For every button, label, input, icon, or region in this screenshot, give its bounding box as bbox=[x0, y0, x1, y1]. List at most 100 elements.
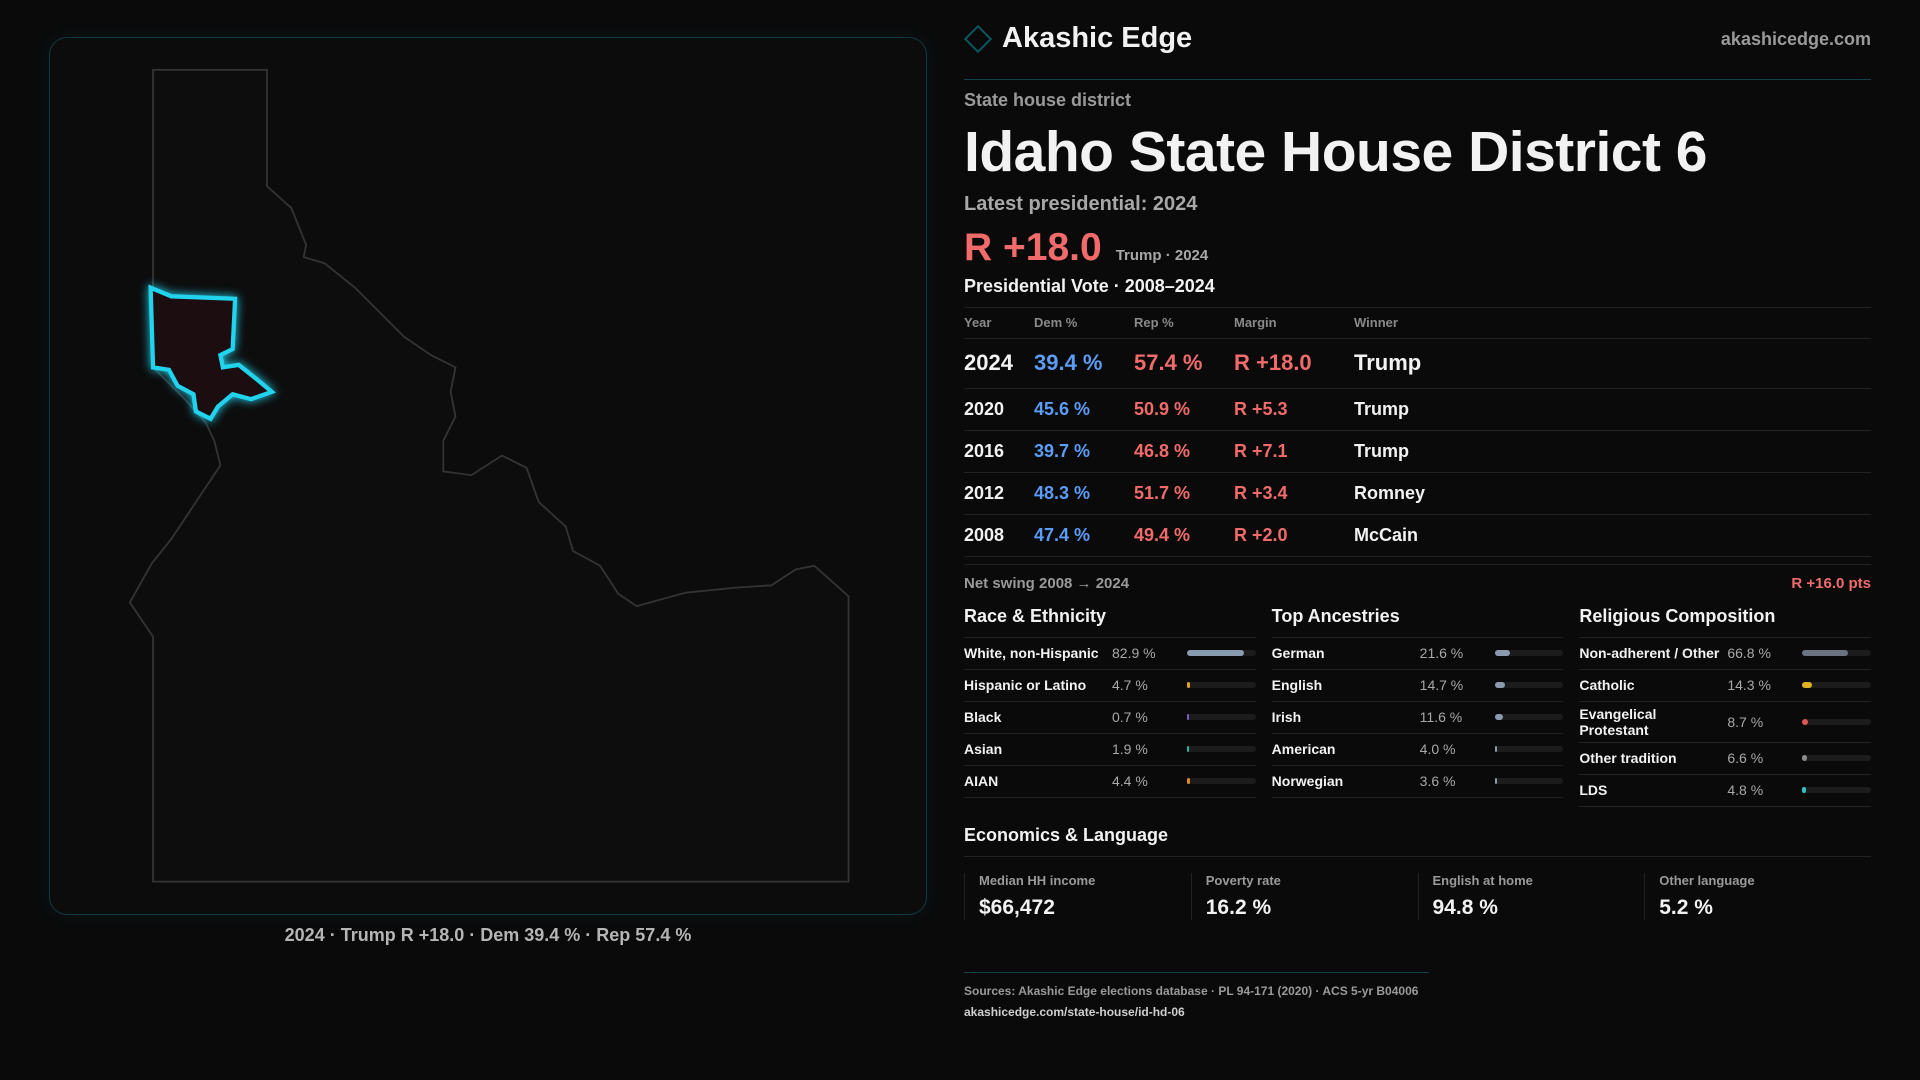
stat-label: Other language bbox=[1659, 872, 1755, 888]
religion-title: Religious Composition bbox=[1579, 606, 1872, 638]
item-bar-track bbox=[1494, 746, 1564, 752]
list-item: Irish 11.6 % bbox=[1271, 702, 1564, 734]
item-bar-track bbox=[1494, 682, 1564, 688]
net-swing: Net swing 2008 → 2024 R +16.0 pts bbox=[964, 563, 1871, 592]
econ-title: Economics & Language bbox=[964, 825, 1871, 857]
item-label: Non-adherent / Other bbox=[1579, 645, 1720, 661]
cell-dem: 48.3 % bbox=[1034, 472, 1134, 515]
cell-winner: Romney bbox=[1354, 472, 1871, 515]
item-bar-fill bbox=[1494, 714, 1503, 720]
brand[interactable]: Akashic Edge bbox=[963, 22, 1193, 55]
table-row: 2024 39.4 % 57.4 % R +18.0 Trump bbox=[964, 338, 1871, 389]
item-bar-fill bbox=[1802, 650, 1849, 656]
footer: Sources: Akashic Edge elections database… bbox=[964, 971, 1429, 1023]
cell-margin: R +7.1 bbox=[1234, 430, 1354, 473]
table-row: 2008 47.4 % 49.4 % R +2.0 McCain bbox=[964, 514, 1871, 557]
item-label: English bbox=[1271, 677, 1323, 693]
item-label: German bbox=[1271, 645, 1325, 661]
item-bar-fill bbox=[1802, 718, 1809, 725]
presidential-vote-table: Year Dem % Rep % Margin Winner 2024 39.4 … bbox=[964, 308, 1871, 557]
item-pct: 14.7 % bbox=[1419, 677, 1464, 693]
brand-name: Akashic Edge bbox=[1002, 22, 1193, 54]
item-bar-fill bbox=[1187, 714, 1189, 720]
stat-card: English at home 94.8 % bbox=[1417, 872, 1645, 920]
item-pct: 66.8 % bbox=[1727, 645, 1771, 661]
list-item: American 4.0 % bbox=[1271, 734, 1564, 766]
item-bar-fill bbox=[1187, 746, 1189, 752]
cell-rep: 49.4 % bbox=[1134, 514, 1234, 557]
stat-label: Poverty rate bbox=[1205, 872, 1281, 888]
item-pct: 82.9 % bbox=[1112, 645, 1156, 661]
stat-label: Median HH income bbox=[979, 872, 1096, 888]
table-row: 2020 45.6 % 50.9 % R +5.3 Trump bbox=[964, 388, 1871, 431]
item-pct: 4.0 % bbox=[1419, 741, 1456, 757]
col-rep: Rep % bbox=[1134, 308, 1234, 339]
item-bar-track bbox=[1494, 650, 1564, 656]
cell-rep: 57.4 % bbox=[1134, 338, 1234, 389]
item-bar-fill bbox=[1187, 778, 1191, 784]
item-bar-track bbox=[1802, 682, 1872, 688]
item-bar-track bbox=[1187, 682, 1256, 688]
item-bar-track bbox=[1802, 755, 1872, 761]
cell-dem: 47.4 % bbox=[1034, 514, 1134, 557]
site-link[interactable]: akashicedge.com bbox=[1720, 29, 1871, 49]
list-item: Asian 1.9 % bbox=[964, 734, 1256, 766]
map-panel[interactable] bbox=[49, 37, 927, 915]
cell-rep: 51.7 % bbox=[1134, 472, 1234, 515]
cell-dem: 39.7 % bbox=[1034, 430, 1134, 473]
cell-year: 2024 bbox=[964, 338, 1034, 389]
ancestry-title: Top Ancestries bbox=[1271, 606, 1564, 638]
list-item: AIAN 4.4 % bbox=[964, 766, 1256, 798]
item-bar-track bbox=[1802, 718, 1872, 725]
item-bar-fill bbox=[1494, 778, 1498, 784]
pv-title: Presidential Vote · 2008–2024 bbox=[964, 276, 1871, 308]
list-item: German 21.6 % bbox=[1271, 638, 1564, 670]
diamond-logo-icon bbox=[963, 24, 993, 53]
item-bar-track bbox=[1187, 714, 1256, 720]
item-label: AIAN bbox=[964, 773, 999, 789]
list-item: Black 0.7 % bbox=[964, 702, 1256, 734]
item-pct: 11.6 % bbox=[1419, 709, 1463, 725]
race-section: Race & Ethnicity White, non-Hispanic 82.9 … bbox=[964, 606, 1256, 807]
item-pct: 1.9 % bbox=[1112, 741, 1148, 757]
stat-card: Other language 5.2 % bbox=[1644, 872, 1871, 920]
item-pct: 21.6 % bbox=[1419, 645, 1464, 661]
item-bar-track bbox=[1494, 778, 1564, 784]
cell-winner: McCain bbox=[1354, 514, 1871, 557]
list-item: Other tradition 6.6 % bbox=[1579, 743, 1872, 775]
cell-year: 2020 bbox=[964, 388, 1034, 431]
latest-presidential: Latest presidential: 2024 bbox=[964, 193, 1198, 215]
header: Akashic Edge akashicedge.com bbox=[963, 0, 1871, 80]
sources: Sources: Akashic Edge elections database… bbox=[964, 983, 1419, 998]
item-pct: 14.3 % bbox=[1727, 677, 1771, 693]
table-row: 2012 48.3 % 51.7 % R +3.4 Romney bbox=[964, 472, 1871, 515]
item-bar-track bbox=[1494, 714, 1564, 720]
item-label: Black bbox=[964, 709, 1002, 725]
item-bar-fill bbox=[1494, 650, 1510, 656]
stat-value: 94.8 % bbox=[1432, 895, 1498, 919]
cell-margin: R +5.3 bbox=[1234, 388, 1354, 431]
item-bar-fill bbox=[1187, 650, 1244, 656]
cell-winner: Trump bbox=[1354, 338, 1871, 389]
cell-margin: R +3.4 bbox=[1234, 472, 1354, 515]
list-item: White, non-Hispanic 82.9 % bbox=[964, 638, 1256, 670]
list-item: Hispanic or Latino 4.7 % bbox=[964, 670, 1256, 702]
item-bar-fill bbox=[1187, 682, 1191, 688]
col-margin: Margin bbox=[1234, 308, 1354, 339]
map-caption: 2024 · Trump R +18.0 · Dem 39.4 % · Rep … bbox=[284, 925, 692, 945]
ancestry-section: Top Ancestries German 21.6 % English 14.7 % I… bbox=[1271, 606, 1564, 807]
stat-value: 5.2 % bbox=[1659, 895, 1713, 919]
page-url[interactable]: akashicedge.com/state-house/id-hd-06 bbox=[964, 1004, 1185, 1019]
item-pct: 6.6 % bbox=[1727, 750, 1764, 766]
item-pct: 4.4 % bbox=[1112, 773, 1148, 789]
item-pct: 8.7 % bbox=[1727, 713, 1764, 730]
cell-margin: R +18.0 bbox=[1234, 338, 1354, 389]
details-panel: Akashic Edge akashicedge.com State house… bbox=[963, 0, 1872, 1023]
stat-card: Poverty rate 16.2 % bbox=[1190, 872, 1418, 920]
item-label: Catholic bbox=[1579, 677, 1635, 693]
list-item: Catholic 14.3 % bbox=[1579, 670, 1872, 702]
cell-dem: 39.4 % bbox=[1034, 338, 1134, 389]
item-label: American bbox=[1271, 741, 1336, 757]
list-item: English 14.7 % bbox=[1271, 670, 1564, 702]
page-title: Idaho State House District 6 bbox=[964, 120, 1708, 184]
